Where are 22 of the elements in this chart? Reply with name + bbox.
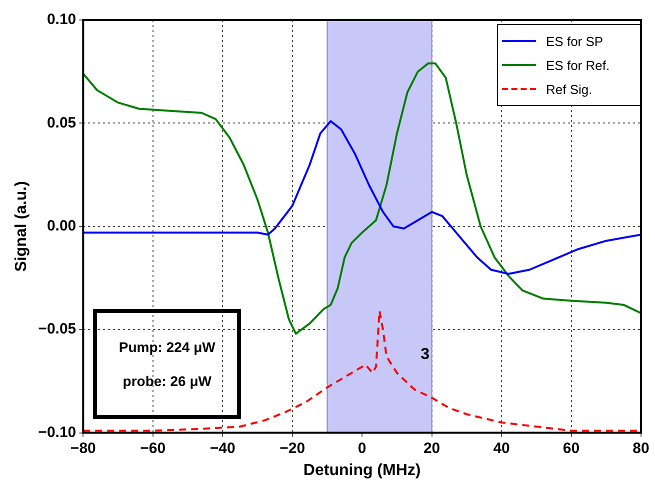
x-tick-label: −40 [210, 440, 236, 457]
x-tick-label: 60 [562, 440, 580, 457]
x-tick-label: 80 [632, 440, 650, 457]
y-tick-label: −0.05 [38, 320, 76, 338]
legend-label: ES for SP [546, 34, 604, 48]
annotation: Pump: 224 μW [118, 338, 216, 355]
x-axis-title: Detuning (MHz) [303, 462, 421, 479]
y-axis-title: Signal (a.u.) [13, 181, 30, 272]
annotation: probe: 26 μW [122, 372, 212, 389]
legend-label: Ref Sig. [546, 82, 592, 96]
y-tick-label: −0.10 [38, 424, 76, 441]
y-tick-label: 0.10 [46, 11, 76, 28]
annotation: 3 [420, 346, 430, 364]
legend-label: ES for Ref. [546, 58, 610, 72]
y-tick-label: 0.05 [46, 114, 76, 132]
x-tick-label: 40 [493, 440, 510, 457]
y-tick-label: 0.00 [46, 218, 76, 235]
x-tick-label: −80 [70, 440, 96, 457]
x-tick-label: 0 [358, 440, 366, 457]
x-tick-label: 20 [423, 440, 440, 457]
x-tick-label: −60 [140, 440, 166, 457]
x-tick-label: −20 [280, 440, 306, 457]
